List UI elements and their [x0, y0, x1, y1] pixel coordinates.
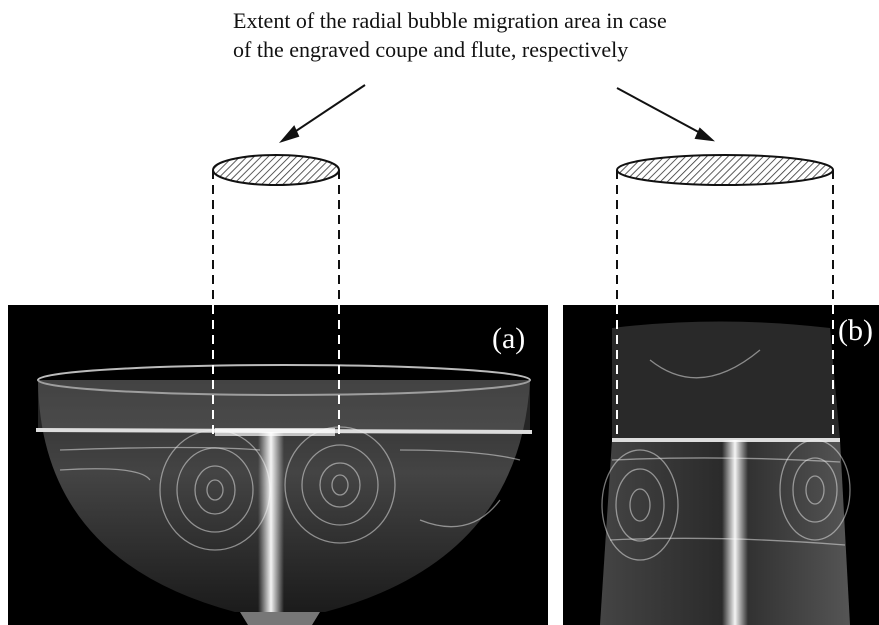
panel-label: (b)	[838, 314, 873, 347]
figure: Extent of the radial bubble migration ar…	[0, 0, 879, 625]
migration-areas	[213, 155, 833, 185]
caption-line: of the engraved coupe and flute, respect…	[233, 37, 628, 62]
panel-label: (a)	[492, 322, 525, 355]
photo-coupe: (a)	[8, 305, 548, 625]
caption-line: Extent of the radial bubble migration ar…	[233, 8, 667, 33]
page: {"caption": {"lines": ["Extent of the ra…	[0, 0, 879, 625]
arrows	[282, 85, 712, 141]
photo-flute: (b)	[563, 305, 879, 625]
